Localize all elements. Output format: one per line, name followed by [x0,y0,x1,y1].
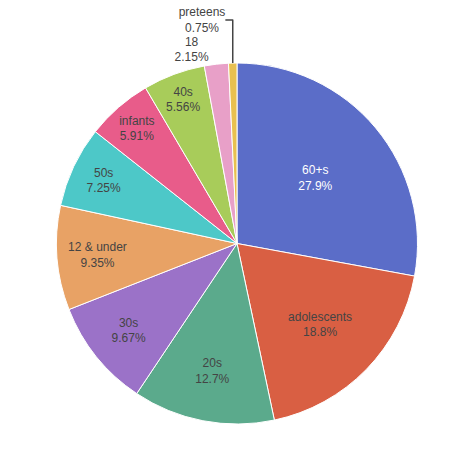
svg-text:infants5.91%: infants5.91% [119,114,154,144]
svg-text:30s9.67%: 30s9.67% [112,316,146,346]
svg-text:40s5.56%: 40s5.56% [166,85,200,115]
svg-text:60+s27.9%: 60+s27.9% [298,163,332,193]
svg-text:adolescents18.8%: adolescents18.8% [288,310,352,340]
svg-text:182.15%: 182.15% [175,35,209,65]
svg-text:20s12.7%: 20s12.7% [195,356,229,386]
svg-text:50s7.25%: 50s7.25% [87,166,121,196]
svg-text:preteens0.75%: preteens0.75% [179,5,226,35]
svg-text:12 & under9.35%: 12 & under9.35% [68,240,127,270]
